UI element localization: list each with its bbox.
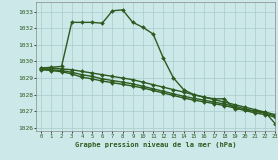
X-axis label: Graphe pression niveau de la mer (hPa): Graphe pression niveau de la mer (hPa) (75, 141, 236, 148)
